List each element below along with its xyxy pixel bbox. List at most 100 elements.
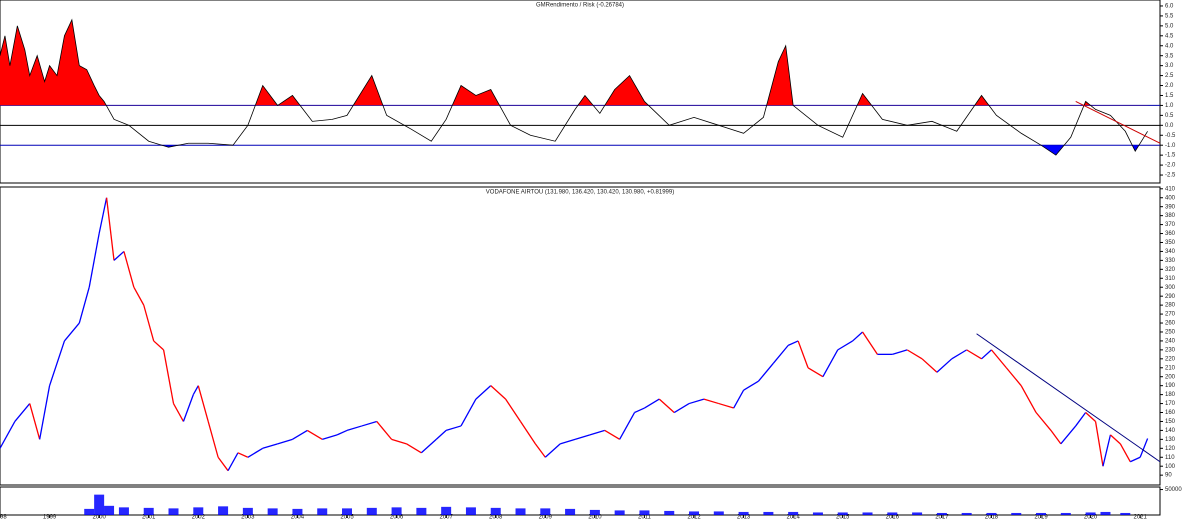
volume-bar bbox=[862, 512, 873, 515]
volume-bar bbox=[664, 510, 675, 515]
price-segment bbox=[1050, 430, 1062, 445]
y-tick-label: 350 bbox=[1165, 240, 1176, 246]
y-tick-label: 3.5 bbox=[1165, 53, 1174, 59]
price-segment bbox=[534, 443, 546, 458]
y-tick-label: 6.0 bbox=[1165, 4, 1174, 10]
y-tick-label: -1.0 bbox=[1165, 143, 1176, 149]
y-tick-label: 0.5 bbox=[1165, 113, 1174, 119]
x-tick-label: 2021 bbox=[1133, 515, 1147, 520]
y-tick-label: 100 bbox=[1165, 464, 1176, 470]
price-segment bbox=[307, 429, 323, 440]
x-tick-label: 2014 bbox=[786, 515, 800, 520]
price-segment bbox=[906, 349, 923, 360]
volume-bar bbox=[104, 505, 115, 515]
volume-bar bbox=[416, 507, 427, 515]
x-tick-label: 2008 bbox=[489, 515, 503, 520]
price-segment bbox=[29, 403, 41, 440]
volume-bar bbox=[639, 510, 650, 515]
y-tick-label: 1.5 bbox=[1165, 93, 1174, 99]
y-tick-label: 390 bbox=[1165, 204, 1176, 210]
x-tick-label: 2001 bbox=[142, 515, 156, 520]
price-segment bbox=[921, 358, 938, 373]
price-segment bbox=[435, 429, 447, 440]
y-tick-label: 330 bbox=[1165, 258, 1176, 264]
y-tick-label: 230 bbox=[1165, 347, 1176, 353]
y-tick-label: 340 bbox=[1165, 249, 1176, 255]
volume-bar bbox=[589, 509, 600, 515]
x-tick-label: 2003 bbox=[241, 515, 255, 520]
price-segment bbox=[1060, 425, 1077, 445]
price-segment bbox=[733, 389, 745, 409]
volume-bar bbox=[366, 507, 377, 515]
price-segment bbox=[673, 403, 690, 414]
price-segment bbox=[544, 443, 561, 458]
price-segment bbox=[197, 385, 209, 422]
y-tick-label: 270 bbox=[1165, 312, 1176, 318]
y-tick-label: 170 bbox=[1165, 401, 1176, 407]
price-segment bbox=[88, 233, 100, 288]
price-segment bbox=[505, 398, 522, 422]
volume-bar bbox=[1036, 512, 1047, 515]
price-segment bbox=[757, 362, 774, 382]
y-tick-label: -2.5 bbox=[1165, 173, 1176, 179]
volume-bar bbox=[242, 507, 253, 515]
volume-bar bbox=[1120, 512, 1131, 515]
volume-bar bbox=[837, 512, 848, 515]
price-segment bbox=[406, 443, 422, 454]
price-segment bbox=[1075, 412, 1087, 427]
price-segment bbox=[376, 421, 393, 440]
price-segment bbox=[787, 340, 799, 346]
x-tick-label: 2006 bbox=[390, 515, 404, 520]
y-tick-label: 400 bbox=[1165, 195, 1176, 201]
y-tick-label: 280 bbox=[1165, 303, 1176, 309]
volume-bar bbox=[391, 507, 402, 515]
price-segment bbox=[852, 331, 863, 342]
price-segment bbox=[105, 197, 115, 261]
price-segment bbox=[182, 394, 194, 422]
price-segment bbox=[822, 349, 839, 378]
price-segment bbox=[247, 447, 264, 458]
price-segment bbox=[48, 340, 66, 386]
y-tick-label: 250 bbox=[1165, 330, 1176, 336]
price-segment bbox=[574, 434, 591, 440]
y-tick-label: 360 bbox=[1165, 231, 1176, 237]
y-tick-label: 240 bbox=[1165, 339, 1176, 345]
price-segment bbox=[990, 349, 1007, 369]
price-segment bbox=[1085, 412, 1096, 422]
volume-bar bbox=[490, 507, 501, 515]
volume-bar bbox=[1085, 512, 1096, 515]
y-tick-label: 5.0 bbox=[1165, 23, 1174, 29]
volume-bar bbox=[912, 512, 923, 515]
x-tick-label: 2019 bbox=[1034, 515, 1048, 520]
price-segment bbox=[143, 304, 155, 342]
pane-title: GMRendimento / Risk (-0.26784) bbox=[536, 3, 624, 9]
price-segment bbox=[1129, 456, 1141, 463]
price-segment bbox=[703, 398, 719, 405]
price-segment bbox=[277, 438, 293, 445]
price-segment bbox=[153, 340, 165, 351]
price-segment bbox=[445, 425, 462, 432]
x-tick-label: 2017 bbox=[935, 515, 949, 520]
price-segment bbox=[1119, 443, 1131, 463]
price-segment bbox=[1094, 421, 1104, 467]
price-segment bbox=[162, 349, 175, 404]
price-segment bbox=[78, 287, 90, 324]
y-tick-label: 90 bbox=[1165, 473, 1172, 479]
y-tick-label: 120 bbox=[1165, 446, 1176, 452]
price-segment bbox=[113, 250, 125, 261]
price-segment bbox=[772, 344, 789, 364]
price-segment bbox=[192, 385, 199, 395]
volume-bar bbox=[515, 508, 526, 515]
y-tick-label: -0.5 bbox=[1165, 133, 1176, 139]
y-tick-label: 300 bbox=[1165, 285, 1176, 291]
volume-bar bbox=[961, 512, 972, 515]
volume-bar bbox=[292, 508, 303, 515]
price-segment bbox=[262, 443, 278, 449]
pane-frame bbox=[0, 486, 1161, 516]
price-segment bbox=[634, 407, 645, 414]
y-tick-label: 210 bbox=[1165, 365, 1176, 371]
price-segment bbox=[346, 425, 363, 432]
x-tick-label: 2011 bbox=[638, 515, 652, 520]
y-tick-label: 260 bbox=[1165, 321, 1176, 327]
